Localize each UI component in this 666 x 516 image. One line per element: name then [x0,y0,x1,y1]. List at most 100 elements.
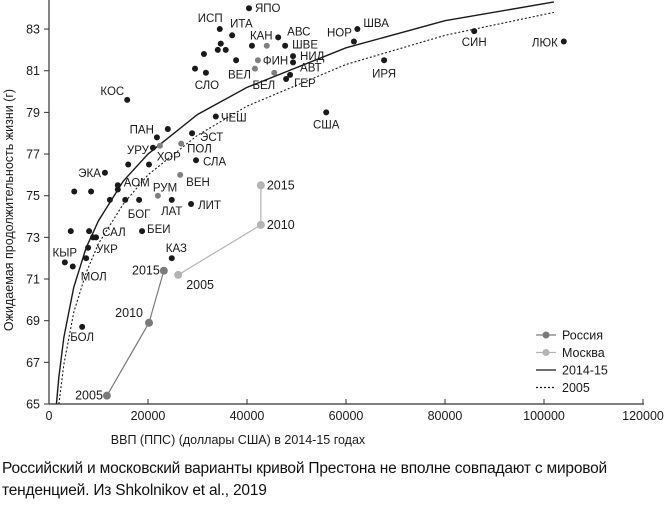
country-point [136,196,143,203]
figure-caption: Российский и московский варианты кривой … [2,460,608,499]
country-point [560,38,567,45]
country-label: РУМ [153,183,177,195]
country-point [154,192,161,199]
x-axis-label: ВВП (ППС) (доллары США) в 2014-15 годах [111,433,366,447]
country-label: МОЛ [81,272,107,284]
country-point [290,53,297,60]
country-label: АОМ [124,177,150,189]
country-label: ЭКА [78,168,101,180]
country-label: НИД [300,51,325,63]
curve-2014-15 [55,1,555,405]
country-label: ЧЕШ [221,113,247,125]
series-point-label: 2010 [267,218,295,232]
country-point [177,171,184,178]
country-point [145,161,152,168]
country-label: ЯПО [255,3,281,15]
country-point [61,259,68,266]
country-point [282,42,289,49]
country-label: СЛА [203,156,226,168]
country-point [233,57,240,64]
country-point [114,186,121,193]
country-label: ВЕН [186,177,210,189]
country-point [153,134,160,141]
country-label: ХОР [157,152,181,164]
country-point [178,140,185,147]
preston-curve-chart: 0 20000 40000 60000 80000 100000 120000 65 67 69 7… [2,0,664,447]
x-tick-label: 120000 [622,409,664,423]
country-label: БЕИ [147,224,170,236]
country-point [275,34,282,41]
y-tick-label: 77 [26,148,40,162]
country-label: ШВА [363,18,389,30]
country-label: КОС [100,86,124,98]
country-point [248,42,255,49]
country-point [254,57,261,64]
y-tick-label: 79 [26,106,40,120]
country-point [114,182,121,189]
country-point [222,46,229,53]
country-point [189,130,196,137]
country-point [106,196,113,203]
y-tick-label: 71 [26,273,40,287]
x-tick-label: 80000 [428,409,463,423]
country-label: УРУ [127,145,150,157]
country-label: ГЕР [294,78,316,90]
y-tick-label: 81 [26,64,40,78]
russia-moscow-series: 2005 2010 2015 2005 2010 2015 [75,178,295,402]
country-point [271,69,278,76]
y-tick-label: 75 [26,189,40,203]
country-point [283,76,290,83]
country-point [125,161,132,168]
y-axis-label: Ожидаемая продолжительность жизни (г) [2,89,16,331]
y-tick-label: 67 [26,356,40,370]
country-point [471,28,478,35]
country-label: КАЗ [166,243,187,255]
country-point [354,26,361,33]
country-point [79,323,86,330]
country-point [229,32,236,39]
country-point [101,169,108,176]
y-tick-label: 73 [26,231,40,245]
country-label: ФИН [263,55,288,67]
country-label: ИТА [230,18,253,30]
country-label: БОЛ [70,332,94,344]
country-point [168,196,175,203]
country-label: ПАН [130,124,154,136]
x-tick-label: 100000 [523,409,565,423]
fit-curves [55,1,555,405]
x-tick-label: 0 [46,409,53,423]
country-label: САЛ [102,227,126,239]
country-label: УКР [96,244,118,256]
country-point [251,65,258,72]
country-point [212,113,219,120]
country-point [193,157,200,164]
country-point [88,188,95,195]
series-point-label: 2005 [75,389,103,403]
country-point [214,46,221,53]
country-point [287,71,294,78]
series-point-label: 2015 [132,264,160,278]
y-tick-label: 69 [26,314,40,328]
country-label: ПОЛ [187,144,212,156]
legend-swatch-dot [542,349,550,356]
country-point [71,188,78,195]
country-point [200,51,207,58]
series-point [144,318,153,327]
country-point [69,263,76,270]
series-point [159,266,168,275]
country-label: США [313,119,340,131]
country-point [381,57,388,64]
country-point [124,96,131,103]
country-label: БЕЛ [252,80,275,92]
country-point [93,234,100,241]
country-point [139,228,146,235]
y-tick-label: 65 [26,398,40,412]
series-point [256,220,265,229]
country-label: ЛАТ [161,206,182,218]
country-label: АВТ [300,62,322,74]
series-line-moscow [177,185,262,276]
country-label: СЛО [195,80,219,92]
country-label: ЭСТ [200,132,223,144]
series-point-label: 2015 [267,178,295,192]
country-point [168,255,175,262]
